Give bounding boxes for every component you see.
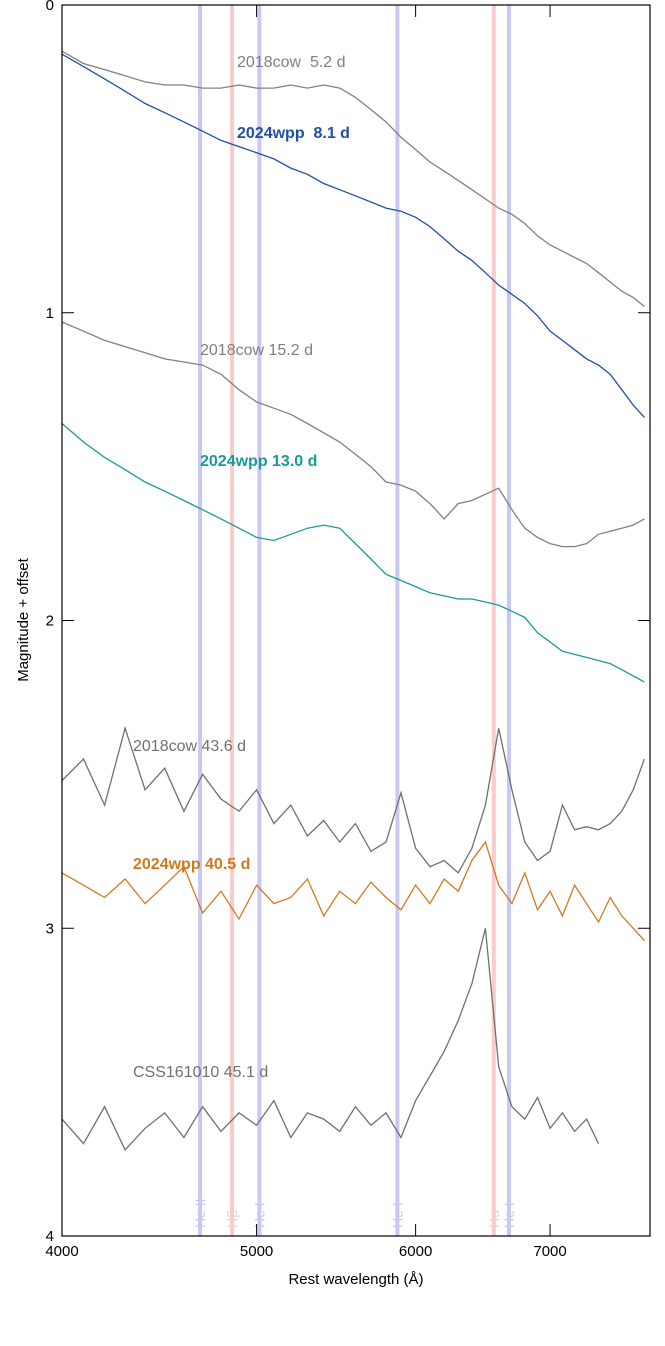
x-tick-label: 6000 — [399, 1243, 432, 1260]
reference-label: Hα — [486, 1210, 502, 1228]
reference-label: He II — [192, 1198, 208, 1228]
reference-label: He I — [389, 1202, 405, 1228]
y-tick-label: 1 — [46, 305, 54, 322]
reference-label: Hβ — [224, 1210, 240, 1228]
spectrum-line — [61, 928, 600, 1151]
spectrum-line — [61, 53, 645, 418]
series-label: 2018cow 43.6 d — [133, 738, 246, 755]
y-tick-label: 0 — [46, 0, 54, 14]
reference-label: He I — [251, 1202, 267, 1228]
y-tick-label: 3 — [46, 920, 54, 937]
x-axis-title: Rest wavelength (Å) — [288, 1271, 423, 1288]
x-tick-label: 4000 — [45, 1243, 78, 1260]
y-tick-label: 4 — [46, 1228, 54, 1245]
series-label: CSS161010 45.1 d — [133, 1064, 268, 1081]
series-label: 2024wpp 40.5 d — [133, 856, 250, 873]
spectrum-line — [61, 423, 645, 683]
series-label: 2018cow 15.2 d — [200, 342, 313, 359]
spectrum-line — [61, 50, 645, 308]
series-label: 2024wpp 13.0 d — [200, 453, 317, 470]
spectrum-line — [61, 725, 646, 874]
x-tick-label: 7000 — [533, 1243, 566, 1260]
reference-label: He I — [501, 1202, 517, 1228]
spectrum-line — [61, 321, 645, 548]
series-label: 2018cow 5.2 d — [237, 54, 346, 71]
y-axis-title: Magnitude + offset — [15, 557, 32, 681]
spectrum-line — [61, 840, 645, 942]
series-label: 2024wpp 8.1 d — [237, 125, 350, 142]
y-tick-label: 2 — [46, 613, 54, 630]
x-tick-label: 5000 — [240, 1243, 273, 1260]
plot-frame — [61, 4, 651, 1237]
